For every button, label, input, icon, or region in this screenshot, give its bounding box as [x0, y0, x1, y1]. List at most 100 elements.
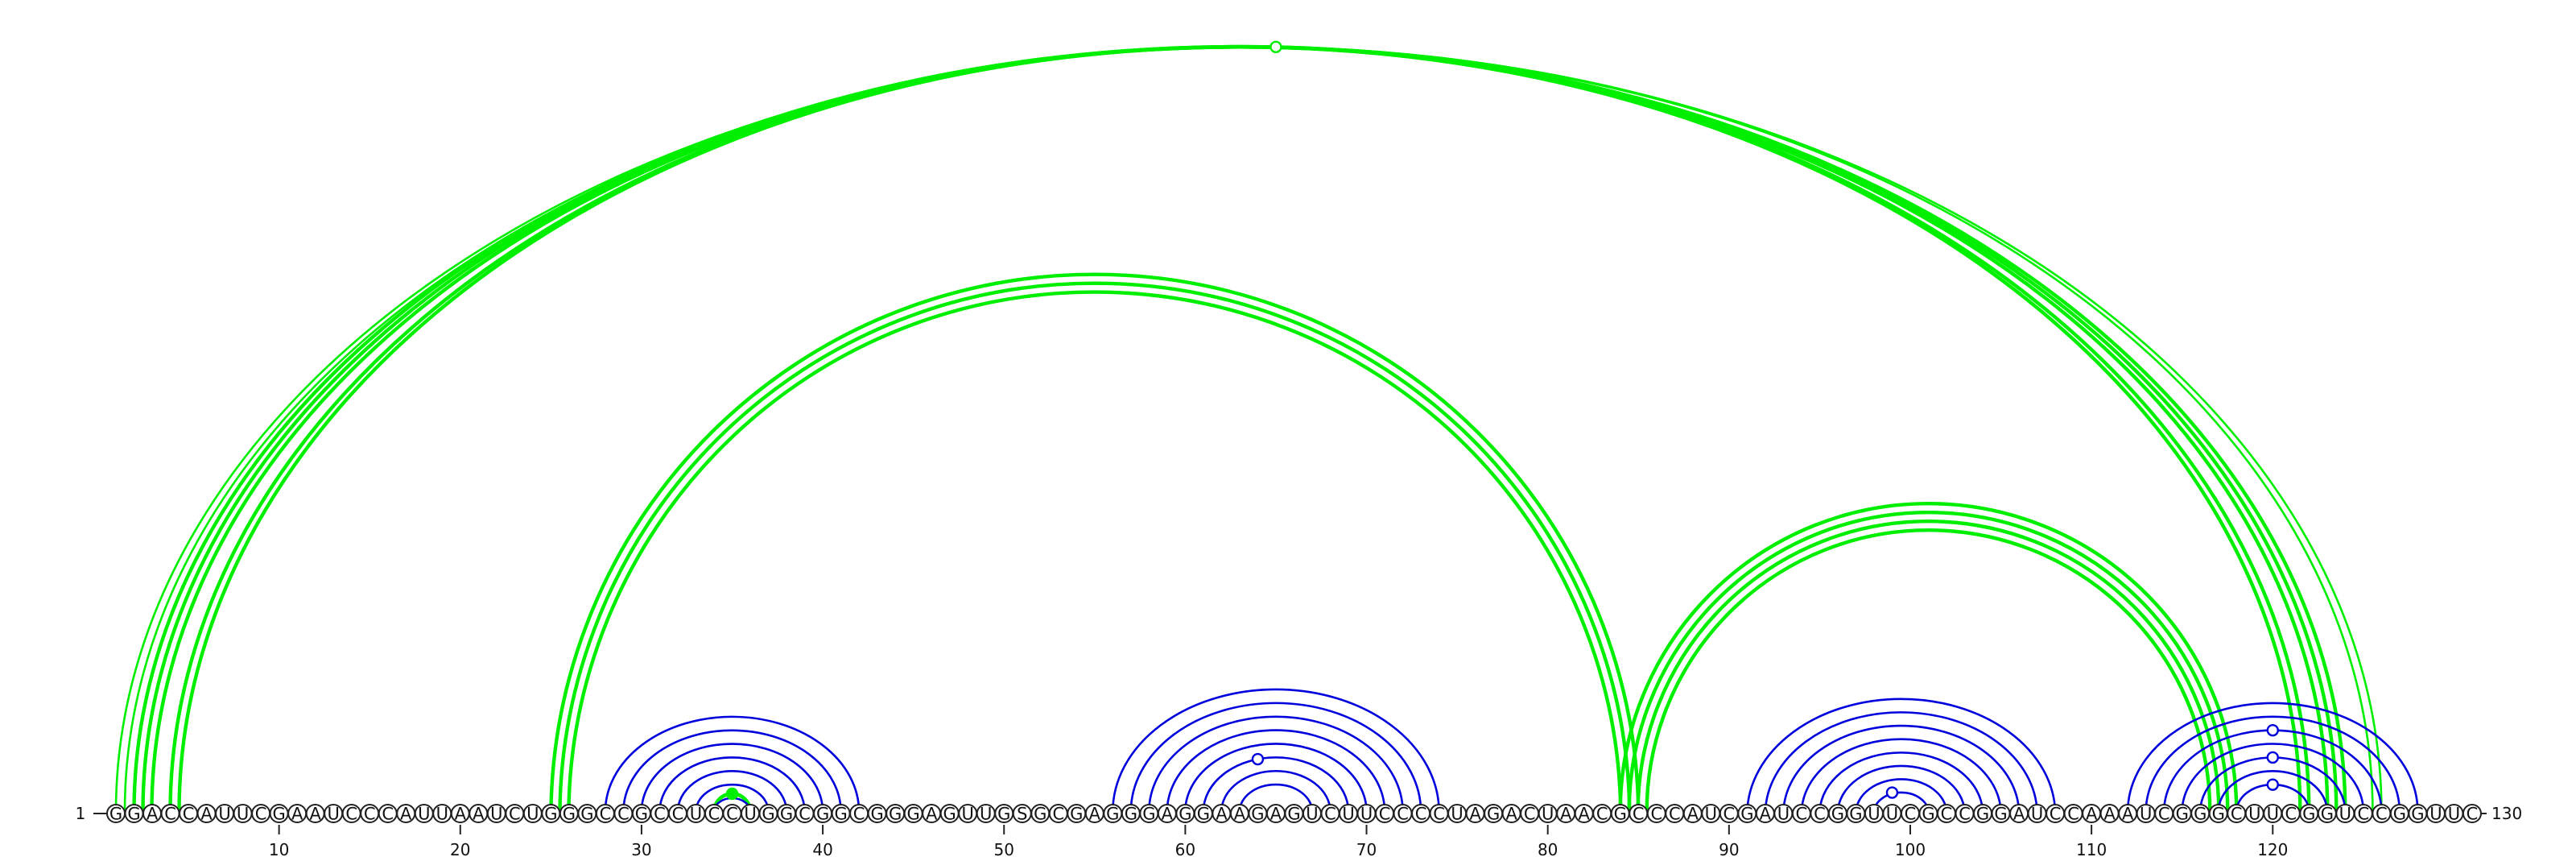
nucleotide-letter: G — [272, 805, 285, 824]
nucleotide-letter: A — [1234, 805, 1246, 824]
nucleotide-letter: C — [672, 805, 684, 824]
secondary-arc — [1836, 764, 1966, 813]
nucleotide-letter: A — [291, 805, 303, 824]
secondary-arc — [2181, 743, 2365, 813]
secondary-arc — [1148, 715, 1404, 813]
nucleotide-letter: C — [2358, 805, 2370, 824]
secondary-arc — [2145, 715, 2401, 813]
nucleotide-letter: C — [2285, 805, 2297, 824]
nucleotide-letter: C — [382, 805, 394, 824]
secondary-arc — [1220, 769, 1331, 813]
nucleotide-letter: A — [309, 805, 321, 824]
nucleotide-letter: G — [1287, 805, 1300, 824]
tertiary-arc — [1627, 511, 2230, 813]
nucleotide-letter: U — [436, 805, 448, 824]
nucleotide-letter: A — [2013, 805, 2025, 824]
arc-markers — [725, 40, 2279, 801]
secondary-arc — [1112, 688, 1440, 813]
nucleotide-letter: A — [400, 805, 412, 824]
nucleotide-letter: C — [2231, 805, 2243, 824]
tertiary-arc — [549, 272, 1641, 813]
tertiary-arc — [150, 44, 2330, 813]
nucleotide-letter: U — [2429, 805, 2442, 824]
nucleotide-letter: G — [1740, 805, 1753, 824]
secondary-arc — [1746, 698, 2057, 813]
nucleotide-letter: G — [1125, 805, 1137, 824]
tertiary-arc — [123, 45, 2374, 813]
nucleotide-letter: A — [1760, 805, 1772, 824]
secondary-arc — [1782, 724, 2021, 813]
nucleotide-letter: G — [997, 805, 1010, 824]
nucleotide-letter: G — [870, 805, 883, 824]
nucleotide-letter: G — [2411, 805, 2424, 824]
nucleotide-letter: G — [2393, 805, 2406, 824]
arc-marker — [2266, 751, 2279, 764]
nucleotide-letter: C — [2467, 805, 2479, 824]
nucleotide-letter: G — [1251, 805, 1264, 824]
nucleotide-letter: U — [2448, 805, 2460, 824]
sequence-start-label: 1 — [76, 804, 86, 823]
tick-label: 80 — [1538, 840, 1558, 857]
nucleotide-letter: C — [2067, 805, 2079, 824]
nucleotide-letter: C — [345, 805, 357, 824]
tick-label: 20 — [450, 840, 470, 857]
nucleotide-letter: A — [147, 805, 159, 824]
nucleotide-letter: G — [2302, 805, 2315, 824]
nucleotide-letter: G — [816, 805, 829, 824]
nucleotide-letter: C — [509, 805, 521, 824]
secondary-arc — [1800, 738, 2002, 813]
nucleotide-letter: C — [1324, 805, 1336, 824]
nucleotide-letter: U — [1342, 805, 1354, 824]
nucleotide-letter: C — [1814, 805, 1826, 824]
nucleotide-letter: G — [1142, 805, 1155, 824]
nucleotide-letter: U — [2031, 805, 2043, 824]
nucleotide-letter: G — [1070, 805, 1083, 824]
nucleotide-letter: C — [1415, 805, 1427, 824]
nucleotide-letter: G — [563, 805, 576, 824]
secondary-arc — [676, 770, 788, 813]
nucleotide-letter: G — [2194, 805, 2207, 824]
nucleotide-letter: U — [526, 805, 539, 824]
tick-label: 100 — [1895, 840, 1926, 857]
nucleotide-letter: A — [200, 805, 213, 824]
nucleotide-letter: G — [1922, 805, 1934, 824]
tick-label: 70 — [1356, 840, 1377, 857]
nucleotide-letter: U — [218, 805, 230, 824]
nucleotide-letter: C — [1959, 805, 1971, 824]
nucleotide-letter: G — [635, 805, 648, 824]
secondary-arc — [1166, 729, 1386, 813]
tick-label: 40 — [812, 840, 832, 857]
nucleotide-letter: G — [1849, 805, 1862, 824]
nucleotide-letter: U — [980, 805, 992, 824]
tick-label: 90 — [1719, 840, 1739, 857]
secondary-arc — [1872, 791, 1930, 813]
tertiary-arc — [168, 44, 2311, 813]
nucleotide-letter: G — [1106, 805, 1119, 824]
nucleotide-letter: U — [744, 805, 756, 824]
secondary-arc — [658, 756, 806, 813]
nucleotide-letter: U — [2267, 805, 2279, 824]
nucleotide-letter: C — [1650, 805, 1662, 824]
nucleotide-letter: C — [1723, 805, 1735, 824]
nucleotide-letter: U — [1360, 805, 1373, 824]
nucleotide-letter: S — [1017, 805, 1027, 824]
nucleotide-letter: U — [327, 805, 339, 824]
arc-marker — [2266, 778, 2279, 791]
nucleotide-letter: U — [1705, 805, 1717, 824]
nucleotide-letter: A — [2103, 805, 2116, 824]
nucleotide-circle — [2462, 804, 2482, 823]
secondary-arc — [1764, 711, 2038, 813]
nucleotide-letter: U — [490, 805, 502, 824]
arc-marker — [2266, 723, 2279, 737]
nucleotide-letter: C — [1669, 805, 1681, 824]
nucleotide-letter: U — [2339, 805, 2351, 824]
nucleotide-letter: U — [1306, 805, 1318, 824]
nucleotide-letter: C — [853, 805, 865, 824]
nucleotide-letter: C — [364, 805, 376, 824]
nucleotide-letter: G — [780, 805, 793, 824]
tertiary-arc — [1618, 502, 2239, 813]
tick-label: 10 — [269, 840, 289, 857]
arc-marker — [1885, 786, 1899, 799]
nucleotide-letter: G — [889, 805, 902, 824]
nucleotide-letter: C — [799, 805, 811, 824]
